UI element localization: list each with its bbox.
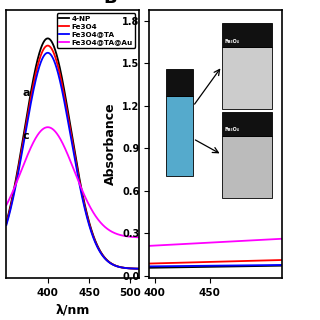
Text: Fe₃O₄: Fe₃O₄ <box>225 39 240 44</box>
Text: a: a <box>22 88 30 98</box>
Bar <box>222 47 272 109</box>
Text: B: B <box>103 0 116 7</box>
X-axis label: λ/nm: λ/nm <box>55 304 90 317</box>
Y-axis label: Absorbance: Absorbance <box>104 103 116 185</box>
Text: Fe₃O₄: Fe₃O₄ <box>225 127 240 132</box>
FancyBboxPatch shape <box>166 96 193 176</box>
Bar <box>222 112 272 136</box>
Bar <box>222 136 272 198</box>
Legend: 4-NP, Fe3O4, Fe3O4@TA, Fe3O4@TA@Au: 4-NP, Fe3O4, Fe3O4@TA, Fe3O4@TA@Au <box>57 13 135 48</box>
Text: c: c <box>22 131 29 140</box>
Bar <box>222 23 272 47</box>
Bar <box>166 69 193 96</box>
